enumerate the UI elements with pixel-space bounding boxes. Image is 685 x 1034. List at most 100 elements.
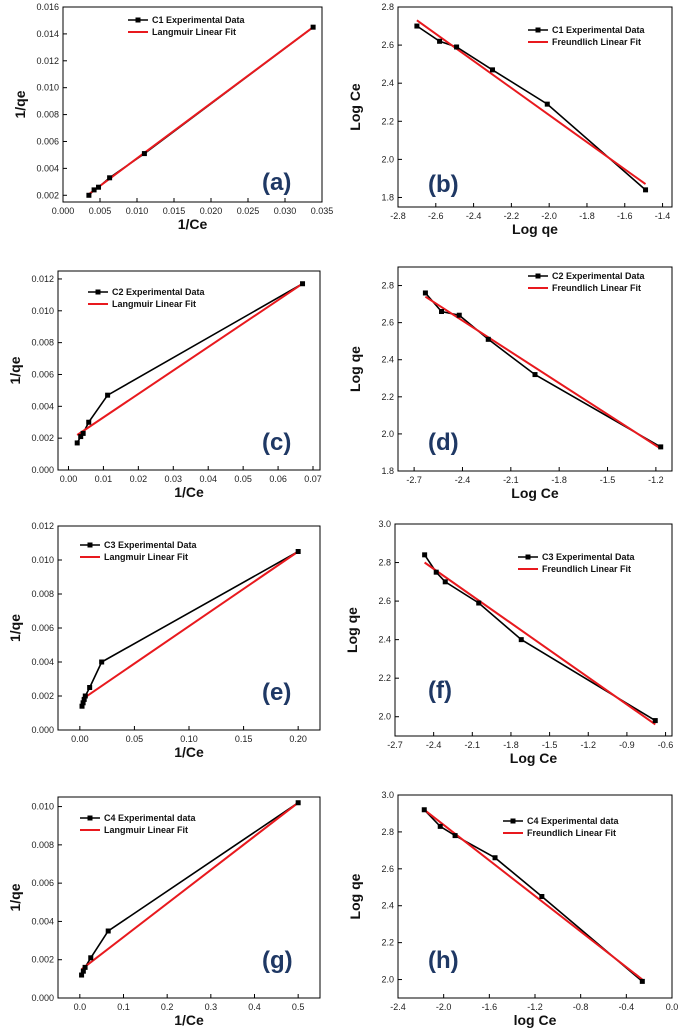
data-point: [433, 569, 439, 575]
legend-label-fit: Langmuir Linear Fit: [152, 27, 236, 37]
fit-line: [423, 809, 643, 981]
y-tick-label: 2.4: [378, 635, 391, 645]
data-point: [539, 894, 545, 899]
plot-frame: [394, 523, 673, 737]
legend-marker: [87, 542, 93, 548]
legend-marker: [87, 815, 93, 821]
panel-a: 0.000 0.005 0.010 0.015 0.020 0.025 0.030 0.035…: [12, 2, 333, 232]
legend-label-experimental: C4 Experimental data: [527, 816, 620, 826]
y-tick-label: 2.2: [381, 938, 394, 948]
data-point: [87, 685, 93, 690]
y-tick-label: 1.8: [381, 466, 394, 476]
x-tick-label: -1.8: [579, 211, 595, 221]
data-point: [442, 579, 448, 585]
x-tick-label: 0.4: [248, 1002, 261, 1012]
data-point: [105, 928, 111, 934]
data-point: [91, 187, 97, 193]
data-point: [452, 833, 458, 839]
data-point: [489, 67, 495, 73]
x-tick-label: 0.06: [269, 474, 287, 484]
data-point: [295, 800, 301, 806]
x-axis-title: 1/Ce: [174, 1012, 204, 1028]
data-point: [82, 964, 88, 970]
y-tick-label: 2.4: [381, 355, 394, 365]
panel-label: (c): [262, 429, 291, 456]
experimental-line: [416, 25, 647, 191]
x-tick-label: -2.4: [455, 475, 471, 485]
y-tick-label: 0.010: [31, 802, 54, 812]
x-tick-label: 0.01: [95, 474, 113, 484]
y-tick-label: 0.002: [31, 955, 54, 965]
x-tick-label: 0.035: [311, 206, 334, 216]
x-tick-label: 0.00: [60, 474, 78, 484]
x-tick-label: 0.3: [205, 1002, 218, 1012]
x-tick-label: -1.6: [482, 1002, 498, 1012]
x-tick-label: 0.05: [234, 474, 252, 484]
y-tick-label: 2.6: [378, 596, 391, 606]
data-point: [300, 281, 306, 287]
data-point: [544, 101, 550, 107]
panel-label: (b): [428, 171, 459, 198]
y-tick-label: 2.4: [381, 78, 394, 88]
y-tick-label: 0.006: [36, 136, 59, 146]
y-tick-label: 2.8: [378, 558, 391, 568]
y-tick-label: 0.010: [31, 306, 54, 316]
x-tick-label: -1.5: [542, 740, 558, 750]
data-point: [439, 309, 445, 315]
x-tick-label: -0.8: [573, 1002, 589, 1012]
y-axis-title: Log Ce: [347, 83, 363, 131]
x-tick-label: 0.5: [292, 1002, 305, 1012]
y-tick-label: 3.0: [378, 519, 391, 529]
y-tick-label: 0.008: [31, 338, 54, 348]
y-tick-label: 2.4: [381, 901, 394, 911]
x-tick-label: -2.2: [504, 211, 520, 221]
x-tick-label: -2.0: [541, 211, 557, 221]
x-tick-label: -1.6: [617, 211, 633, 221]
data-point: [658, 444, 664, 450]
x-axis-title: Log Ce: [510, 750, 558, 766]
y-tick-label: 0.010: [31, 555, 54, 565]
legend-label-experimental: C1 Experimental Data: [552, 25, 646, 35]
data-point: [295, 549, 301, 554]
panel-d: -2.7 -2.4 -2.1 -1.8 -1.5 -1.2 1.8 2.0 2.2 2.4 2.6 2…: [347, 266, 673, 501]
y-tick-label: 2.0: [381, 429, 394, 439]
panel-label: (e): [262, 679, 291, 706]
plot-frame: [62, 6, 323, 203]
data-point: [79, 703, 85, 709]
y-axis-title: 1/qe: [7, 356, 23, 384]
x-axis-title: Log Ce: [511, 485, 559, 501]
data-point: [80, 700, 86, 706]
y-tick-label: 2.6: [381, 864, 394, 874]
legend-marker: [535, 27, 541, 33]
y-tick-label: 0.012: [36, 56, 59, 66]
data-point: [81, 696, 87, 702]
data-point: [422, 290, 428, 296]
x-tick-label: -2.7: [387, 740, 403, 750]
data-point: [639, 978, 645, 984]
x-tick-label: 0.04: [199, 474, 217, 484]
panel-b: -2.8 -2.6 -2.4 -2.2 -2.0 -1.8 -1.6 -1.4 1.8 2.0 2.…: [347, 2, 673, 237]
data-point: [414, 23, 420, 29]
x-tick-label: 0.025: [237, 206, 260, 216]
data-point: [485, 336, 491, 342]
x-tick-label: -2.1: [465, 740, 481, 750]
data-point: [652, 718, 658, 724]
x-tick-label: 0.0: [666, 1002, 679, 1012]
y-tick-label: 0.000: [31, 993, 54, 1003]
fit-line: [76, 282, 304, 436]
y-tick-label: 2.2: [378, 673, 391, 683]
x-tick-label: 0.02: [130, 474, 148, 484]
y-tick-label: 2.0: [378, 712, 391, 722]
plot-frame: [397, 6, 673, 208]
y-tick-label: 2.8: [381, 281, 394, 291]
x-tick-label: 0.15: [235, 734, 253, 744]
x-tick-label: -0.9: [619, 740, 635, 750]
y-tick-label: 0.002: [31, 433, 54, 443]
y-tick-label: 2.2: [381, 116, 394, 126]
data-point: [88, 955, 94, 961]
data-point: [454, 44, 460, 50]
legend-marker: [525, 554, 531, 560]
legend-label-experimental: C3 Experimental Data: [104, 540, 198, 550]
